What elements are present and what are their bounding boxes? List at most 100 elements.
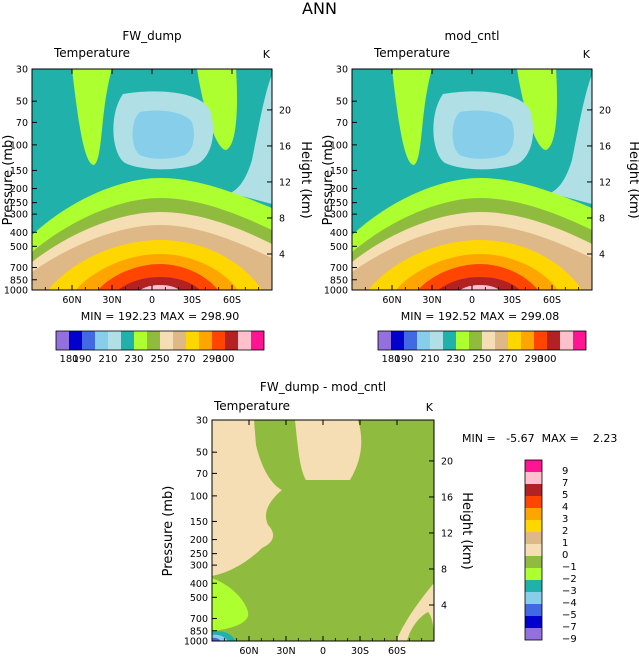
y-axis-height: 20 16 12 8 4 [429,456,453,611]
colorbar-label: 250 [150,354,169,365]
colorbar-label: 3 [562,514,568,525]
y-tick-label: 250 [330,198,348,209]
y-tick-label: 300 [190,561,208,572]
colorbar-swatch [456,331,469,350]
y-tick-label: 150 [330,166,348,177]
contour-fill-220 [230,75,272,204]
panel-mod-cntl: mod_cntl Temperature K 30507010015020025… [321,29,639,365]
y-tick-label: 500 [330,242,348,253]
contour-fill-220 [550,75,592,204]
x-tick-label: 30N [276,646,295,657]
colorbar-swatch [391,331,404,350]
y-tick-label: 100 [10,140,28,151]
colorbar-label: 2 [562,526,568,537]
contour-fill-neg1 [407,612,434,641]
contour-fill-320 [140,285,180,290]
y-tick-label: 50 [16,97,28,108]
panel-fw-dump: FW_dump Temperature K 305070100150200250… [1,29,313,365]
y-tick-label: 700 [10,263,28,274]
colorbar-swatch [69,331,82,350]
colorbar-swatch [525,544,542,556]
colorbar-swatch [482,331,495,350]
contour-fill-320 [460,285,500,290]
y-tick-label: 200 [190,535,208,546]
variable-label: Temperature [213,399,290,413]
y2-tick-label: 4 [441,600,447,611]
y2-tick-label: 16 [441,492,453,503]
colorbar-swatch [525,568,542,580]
colorbar-swatch [225,331,238,350]
colorbar-swatch [82,331,95,350]
y-tick-label: 1000 [324,286,348,297]
contour-fill-neg1 [212,420,434,641]
colorbar-swatch [521,331,534,350]
y-tick-label: 70 [16,118,28,129]
colorbar-swatch [238,331,251,350]
colorbar-label: 300 [215,354,234,365]
colorbar-label: 270 [498,354,517,365]
y-tick-label: 850 [330,275,348,286]
y-axis-label: Pressure (mb) [321,135,336,226]
colorbar-label: −9 [562,634,577,645]
colorbar-swatch [525,580,542,592]
y-tick-label: 850 [10,275,28,286]
colorbar-label: −4 [562,598,577,609]
colorbar-label: 9 [562,466,568,477]
y2-tick-label: 20 [279,105,291,116]
colorbar-swatch [251,331,264,350]
y-tick-label: 1000 [4,286,28,297]
colorbar-swatch [121,331,134,350]
units-label: K [583,48,591,61]
colorbar-label: 190 [394,354,413,365]
y2-tick-label: 12 [441,528,453,539]
colorbar-label: 210 [420,354,439,365]
y2-tick-label: 8 [599,213,605,224]
colorbar-swatch [573,331,586,350]
y-tick-label: 100 [330,140,348,151]
colorbar-label: 5 [562,490,568,501]
colorbar-label: −2 [562,574,577,585]
colorbar-swatch [525,628,542,640]
colorbar-swatch [525,520,542,532]
colorbar-swatch [525,460,542,472]
x-axis-latitude: 60N 30N 0 30S 60S [223,420,423,657]
colorbar-swatch [199,331,212,350]
variable-label: Temperature [373,46,450,60]
x-tick-label: 30N [102,295,121,306]
colorbar-swatch [525,532,542,544]
y-tick-label: 50 [196,448,208,459]
y-tick-label: 150 [10,166,28,177]
colorbar-frame [377,330,587,351]
colorbar-label: 300 [537,354,556,365]
x-tick-label: 30S [183,295,201,306]
y-tick-label: 50 [336,97,348,108]
colorbar-swatch [404,331,417,350]
panel-difference: FW_dump - mod_cntl Temperature K 3050701… [161,380,617,657]
y2-tick-label: 8 [441,564,447,575]
y-tick-label: 70 [196,469,208,480]
colorbar-swatch [56,331,69,350]
colorbar-label: −5 [562,610,577,621]
colorbar-swatch [508,331,521,350]
units-label: K [263,48,271,61]
min-max-stats: MIN = 192.23 MAX = 298.90 [81,310,239,323]
colorbar-label: 1 [562,538,568,549]
colorbar-swatch [560,331,573,350]
colorbar-swatch [160,331,173,350]
y-axis-height: 20 16 12 8 4 [267,105,291,260]
x-tick-label: 30N [422,295,441,306]
colorbar-swatch [525,592,542,604]
colorbar-swatch [378,331,391,350]
colorbar-frame [55,330,265,351]
y2-tick-label: 8 [279,213,285,224]
page-title: ANN [302,0,337,18]
contour-fill-240 [72,69,112,165]
contour-fill-neg5 [212,637,221,641]
y2-axis-label: Height (km) [298,141,313,218]
colorbar-label: 290 [202,354,221,365]
